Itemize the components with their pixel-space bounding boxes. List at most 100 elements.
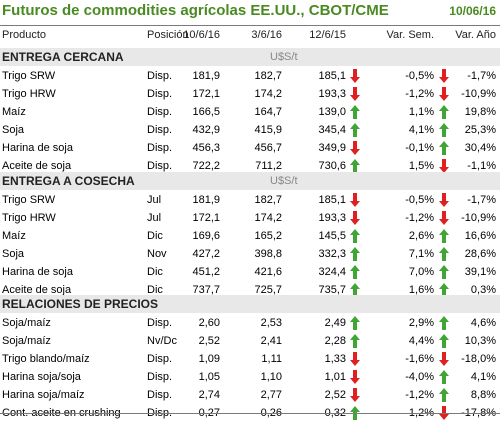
- section-title: ENTREGA A COSECHA: [2, 174, 135, 188]
- table-row: Soja Nov 427,2 398,8 332,3 7,1% 28,6%: [0, 246, 500, 264]
- var-sem: -1,2%: [405, 212, 434, 224]
- price-date-3: 349,9: [318, 142, 346, 154]
- section-header: ENTREGA A COSECHA U$S/t: [0, 172, 500, 190]
- price-date-1: 181,9: [192, 194, 220, 206]
- title-bar: Futuros de commodities agrícolas EE.UU.,…: [0, 0, 500, 24]
- position: Dic: [147, 230, 163, 242]
- product-name: Trigo blando/maíz: [2, 353, 90, 365]
- arrow-up-icon: [349, 104, 363, 120]
- var-ano: 39,1%: [464, 266, 496, 278]
- var-sem: 1,6%: [408, 284, 434, 296]
- arrow-up-icon: [438, 122, 452, 138]
- position: Nv/Dc: [147, 335, 177, 347]
- report-date: 10/06/16: [449, 4, 496, 18]
- table-row: Trigo HRW Jul 172,1 174,2 193,3 -1,2% -10,9%: [0, 210, 500, 228]
- var-ano: 16,6%: [464, 230, 496, 242]
- section-header: ENTREGA CERCANA U$S/t: [0, 48, 500, 66]
- arrow-down-icon: [349, 351, 363, 367]
- bottom-divider: [0, 413, 500, 414]
- table-row: Maíz Disp. 166,5 164,7 139,0 1,1% 19,8%: [0, 104, 500, 122]
- price-date-2: 398,8: [254, 248, 282, 260]
- section-unit: U$S/t: [270, 51, 298, 63]
- var-ano: -1,1%: [467, 160, 496, 172]
- var-sem: -1,2%: [405, 88, 434, 100]
- header-product: Producto: [2, 29, 47, 41]
- section-title: ENTREGA CERCANA: [2, 50, 124, 64]
- price-date-3: 332,3: [318, 248, 346, 260]
- price-date-3: 1,33: [324, 353, 346, 365]
- price-date-2: 165,2: [254, 230, 282, 242]
- product-name: Trigo HRW: [2, 212, 56, 224]
- var-sem: -0,5%: [405, 70, 434, 82]
- arrow-down-icon: [349, 369, 363, 385]
- arrow-down-icon: [349, 86, 363, 102]
- price-date-3: 324,4: [318, 266, 346, 278]
- price-date-2: 2,41: [260, 335, 282, 347]
- price-date-1: 1,05: [198, 371, 220, 383]
- price-date-3: 735,7: [318, 284, 346, 296]
- var-ano: -10,9%: [461, 212, 496, 224]
- price-date-3: 185,1: [318, 194, 346, 206]
- arrow-down-icon: [438, 192, 452, 208]
- price-date-1: 181,9: [192, 70, 220, 82]
- price-date-1: 456,3: [192, 142, 220, 154]
- arrow-up-icon: [438, 140, 452, 156]
- arrow-up-icon: [438, 282, 452, 298]
- product-name: Aceite de soja: [2, 160, 72, 172]
- position: Disp.: [147, 353, 173, 365]
- var-sem: 7,1%: [408, 248, 434, 260]
- price-date-2: 421,6: [254, 266, 282, 278]
- table-row: Soja Disp. 432,9 415,9 345,4 4,1% 25,3%: [0, 122, 500, 140]
- price-date-3: 345,4: [318, 124, 346, 136]
- product-name: Harina de soja: [2, 266, 73, 278]
- position: Dic: [147, 284, 163, 296]
- price-date-2: 182,7: [254, 70, 282, 82]
- price-date-1: 166,5: [192, 106, 220, 118]
- var-ano: 19,8%: [464, 106, 496, 118]
- var-ano: -10,9%: [461, 88, 496, 100]
- price-date-3: 1,01: [324, 371, 346, 383]
- price-date-3: 193,3: [318, 212, 346, 224]
- price-date-1: 737,7: [192, 284, 220, 296]
- var-sem: 1,1%: [408, 106, 434, 118]
- arrow-up-icon: [349, 333, 363, 349]
- title-divider: [0, 25, 500, 26]
- var-ano: 25,3%: [464, 124, 496, 136]
- price-date-2: 456,7: [254, 142, 282, 154]
- price-date-2: 174,2: [254, 212, 282, 224]
- arrow-up-icon: [438, 333, 452, 349]
- price-date-2: 182,7: [254, 194, 282, 206]
- product-name: Aceite de soja: [2, 284, 72, 296]
- arrow-up-icon: [438, 228, 452, 244]
- arrow-up-icon: [438, 104, 452, 120]
- price-date-3: 2,49: [324, 317, 346, 329]
- price-date-2: 2,77: [260, 389, 282, 401]
- var-ano: -1,7%: [467, 70, 496, 82]
- arrow-up-icon: [349, 282, 363, 298]
- price-date-3: 730,6: [318, 160, 346, 172]
- var-ano: 4,6%: [470, 317, 496, 329]
- arrow-up-icon: [349, 158, 363, 174]
- var-ano: 28,6%: [464, 248, 496, 260]
- position: Jul: [147, 212, 162, 224]
- product-name: Trigo HRW: [2, 88, 56, 100]
- arrow-up-icon: [438, 264, 452, 280]
- arrow-up-icon: [349, 228, 363, 244]
- arrow-down-icon: [349, 68, 363, 84]
- price-date-1: 1,09: [198, 353, 220, 365]
- price-date-3: 185,1: [318, 70, 346, 82]
- price-date-1: 172,1: [192, 212, 220, 224]
- header-date-3: 12/6/15: [309, 29, 346, 41]
- table-row: Harina soja/soja Disp. 1,05 1,10 1,01 -4,0% 4,…: [0, 369, 500, 387]
- arrow-down-icon: [438, 86, 452, 102]
- price-date-2: 1,10: [260, 371, 282, 383]
- var-sem: -4,0%: [405, 371, 434, 383]
- arrow-down-icon: [438, 351, 452, 367]
- price-date-3: 139,0: [318, 106, 346, 118]
- arrow-down-icon: [438, 158, 452, 174]
- price-date-1: 722,2: [192, 160, 220, 172]
- arrow-down-icon: [349, 210, 363, 226]
- position: Disp.: [147, 106, 173, 118]
- var-sem: 7,0%: [408, 266, 434, 278]
